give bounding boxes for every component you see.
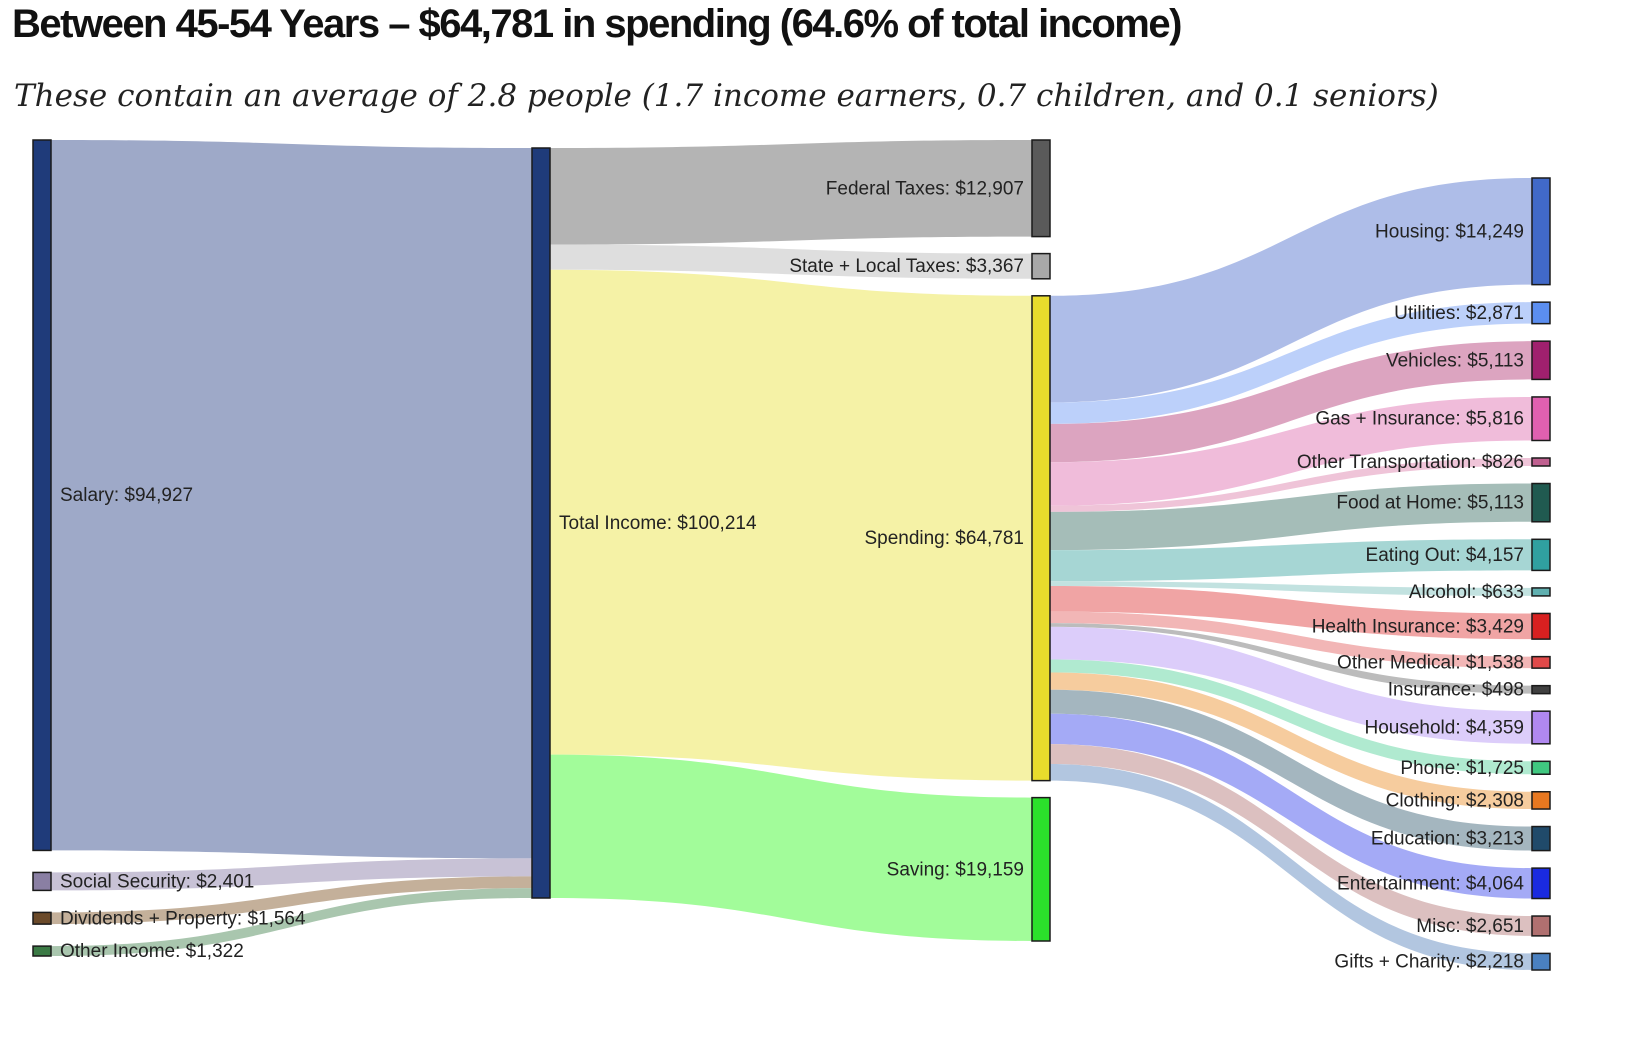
label-ins: Insurance: $498 xyxy=(1388,680,1524,701)
label-cloth: Clothing: $2,308 xyxy=(1386,790,1524,811)
chart-title: Between 45-54 Years – $64,781 in spendin… xyxy=(12,2,1182,46)
label-gifts: Gifts + Charity: $2,218 xyxy=(1334,952,1524,973)
link-spend-phone xyxy=(1050,659,1532,775)
label-state: State + Local Taxes: $3,367 xyxy=(789,256,1024,277)
link-total-state xyxy=(550,244,1032,279)
labels-layer: Salary: $94,927 Social Security: $2,401 Di… xyxy=(60,178,1524,972)
link-spend-misc xyxy=(1050,744,1532,936)
link-spend-alc xyxy=(1050,581,1532,596)
label-food: Food at Home: $5,113 xyxy=(1336,493,1524,514)
link-spend-veh xyxy=(1050,341,1532,463)
label-gas: Gas + Insurance: $5,816 xyxy=(1315,409,1524,430)
label-housing: Housing: $14,249 xyxy=(1375,221,1524,242)
link-ss-total xyxy=(51,858,532,891)
label-alc: Alcohol: $633 xyxy=(1409,582,1524,603)
link-spend-util xyxy=(1050,302,1532,424)
label-ss: Social Security: $2,401 xyxy=(60,871,254,892)
link-total-spend xyxy=(550,269,1032,781)
node-spend xyxy=(1031,295,1051,782)
node-eat xyxy=(1531,538,1551,572)
node-veh xyxy=(1531,340,1551,381)
label-div: Dividends + Property: $1,564 xyxy=(60,908,306,929)
sankey-chart: Salary: $94,927 Social Security: $2,401 Di… xyxy=(32,139,1551,973)
label-spend: Spending: $64,781 xyxy=(864,528,1024,549)
link-spend-gas xyxy=(1050,396,1532,506)
node-gifts xyxy=(1531,952,1551,971)
node-phone xyxy=(1531,760,1551,775)
label-veh: Vehicles: $5,113 xyxy=(1386,350,1524,371)
node-fed xyxy=(1031,139,1051,238)
label-salary: Salary: $94,927 xyxy=(60,485,193,506)
node-util xyxy=(1531,301,1551,325)
link-total-fed xyxy=(550,140,1032,245)
label-fed: Federal Taxes: $12,907 xyxy=(826,178,1024,199)
node-ins xyxy=(1531,684,1551,695)
node-ent xyxy=(1531,867,1551,900)
link-spend-food xyxy=(1050,483,1532,551)
label-util: Utilities: $2,871 xyxy=(1394,303,1524,324)
label-save: Saving: $19,159 xyxy=(887,859,1024,880)
node-housing xyxy=(1531,177,1551,286)
link-spend-gifts xyxy=(1050,764,1532,970)
node-otrans xyxy=(1531,457,1551,467)
node-hins xyxy=(1531,612,1551,640)
link-salary-total xyxy=(51,140,532,859)
node-house xyxy=(1531,710,1551,745)
label-house: Household: $4,359 xyxy=(1364,717,1524,738)
label-misc: Misc: $2,651 xyxy=(1416,916,1524,937)
link-spend-ent xyxy=(1050,713,1532,899)
node-cloth xyxy=(1531,790,1551,810)
link-oth-total xyxy=(51,888,532,956)
node-gas xyxy=(1531,396,1551,442)
label-ent: Entertainment: $4,064 xyxy=(1337,873,1524,894)
node-save xyxy=(1031,796,1051,942)
label-oth: Other Income: $1,322 xyxy=(60,941,244,962)
node-omed xyxy=(1531,655,1551,669)
link-div-total xyxy=(51,876,532,925)
link-total-save xyxy=(550,754,1032,941)
node-food xyxy=(1531,482,1551,523)
link-spend-hins xyxy=(1050,586,1532,640)
link-spend-ins xyxy=(1050,623,1532,694)
link-spend-cloth xyxy=(1050,672,1532,810)
node-alc xyxy=(1531,587,1551,597)
label-total: Total Income: $100,214 xyxy=(559,513,757,534)
node-oth xyxy=(32,945,52,957)
link-spend-omed xyxy=(1050,611,1532,669)
nodes-layer xyxy=(32,139,1551,971)
label-hins: Health Insurance: $3,429 xyxy=(1312,616,1524,637)
label-otrans: Other Transportation: $826 xyxy=(1297,452,1524,473)
node-div xyxy=(32,911,52,925)
label-phone: Phone: $1,725 xyxy=(1400,758,1524,779)
link-spend-house xyxy=(1050,626,1532,744)
node-misc xyxy=(1531,915,1551,937)
node-salary xyxy=(32,139,52,852)
link-spend-eat xyxy=(1050,539,1532,582)
label-edu: Education: $3,213 xyxy=(1371,829,1524,850)
label-omed: Other Medical: $1,538 xyxy=(1337,652,1524,673)
label-eat: Eating Out: $4,157 xyxy=(1366,545,1524,566)
node-ss xyxy=(32,871,52,892)
chart-subtitle: These contain an average of 2.8 people (… xyxy=(14,78,1439,114)
link-spend-housing xyxy=(1050,178,1532,403)
links-layer xyxy=(51,140,1532,970)
node-state xyxy=(1031,252,1051,280)
node-edu xyxy=(1531,825,1551,852)
link-spend-otrans xyxy=(1050,457,1532,512)
node-total xyxy=(531,147,551,899)
link-spend-edu xyxy=(1050,689,1532,851)
